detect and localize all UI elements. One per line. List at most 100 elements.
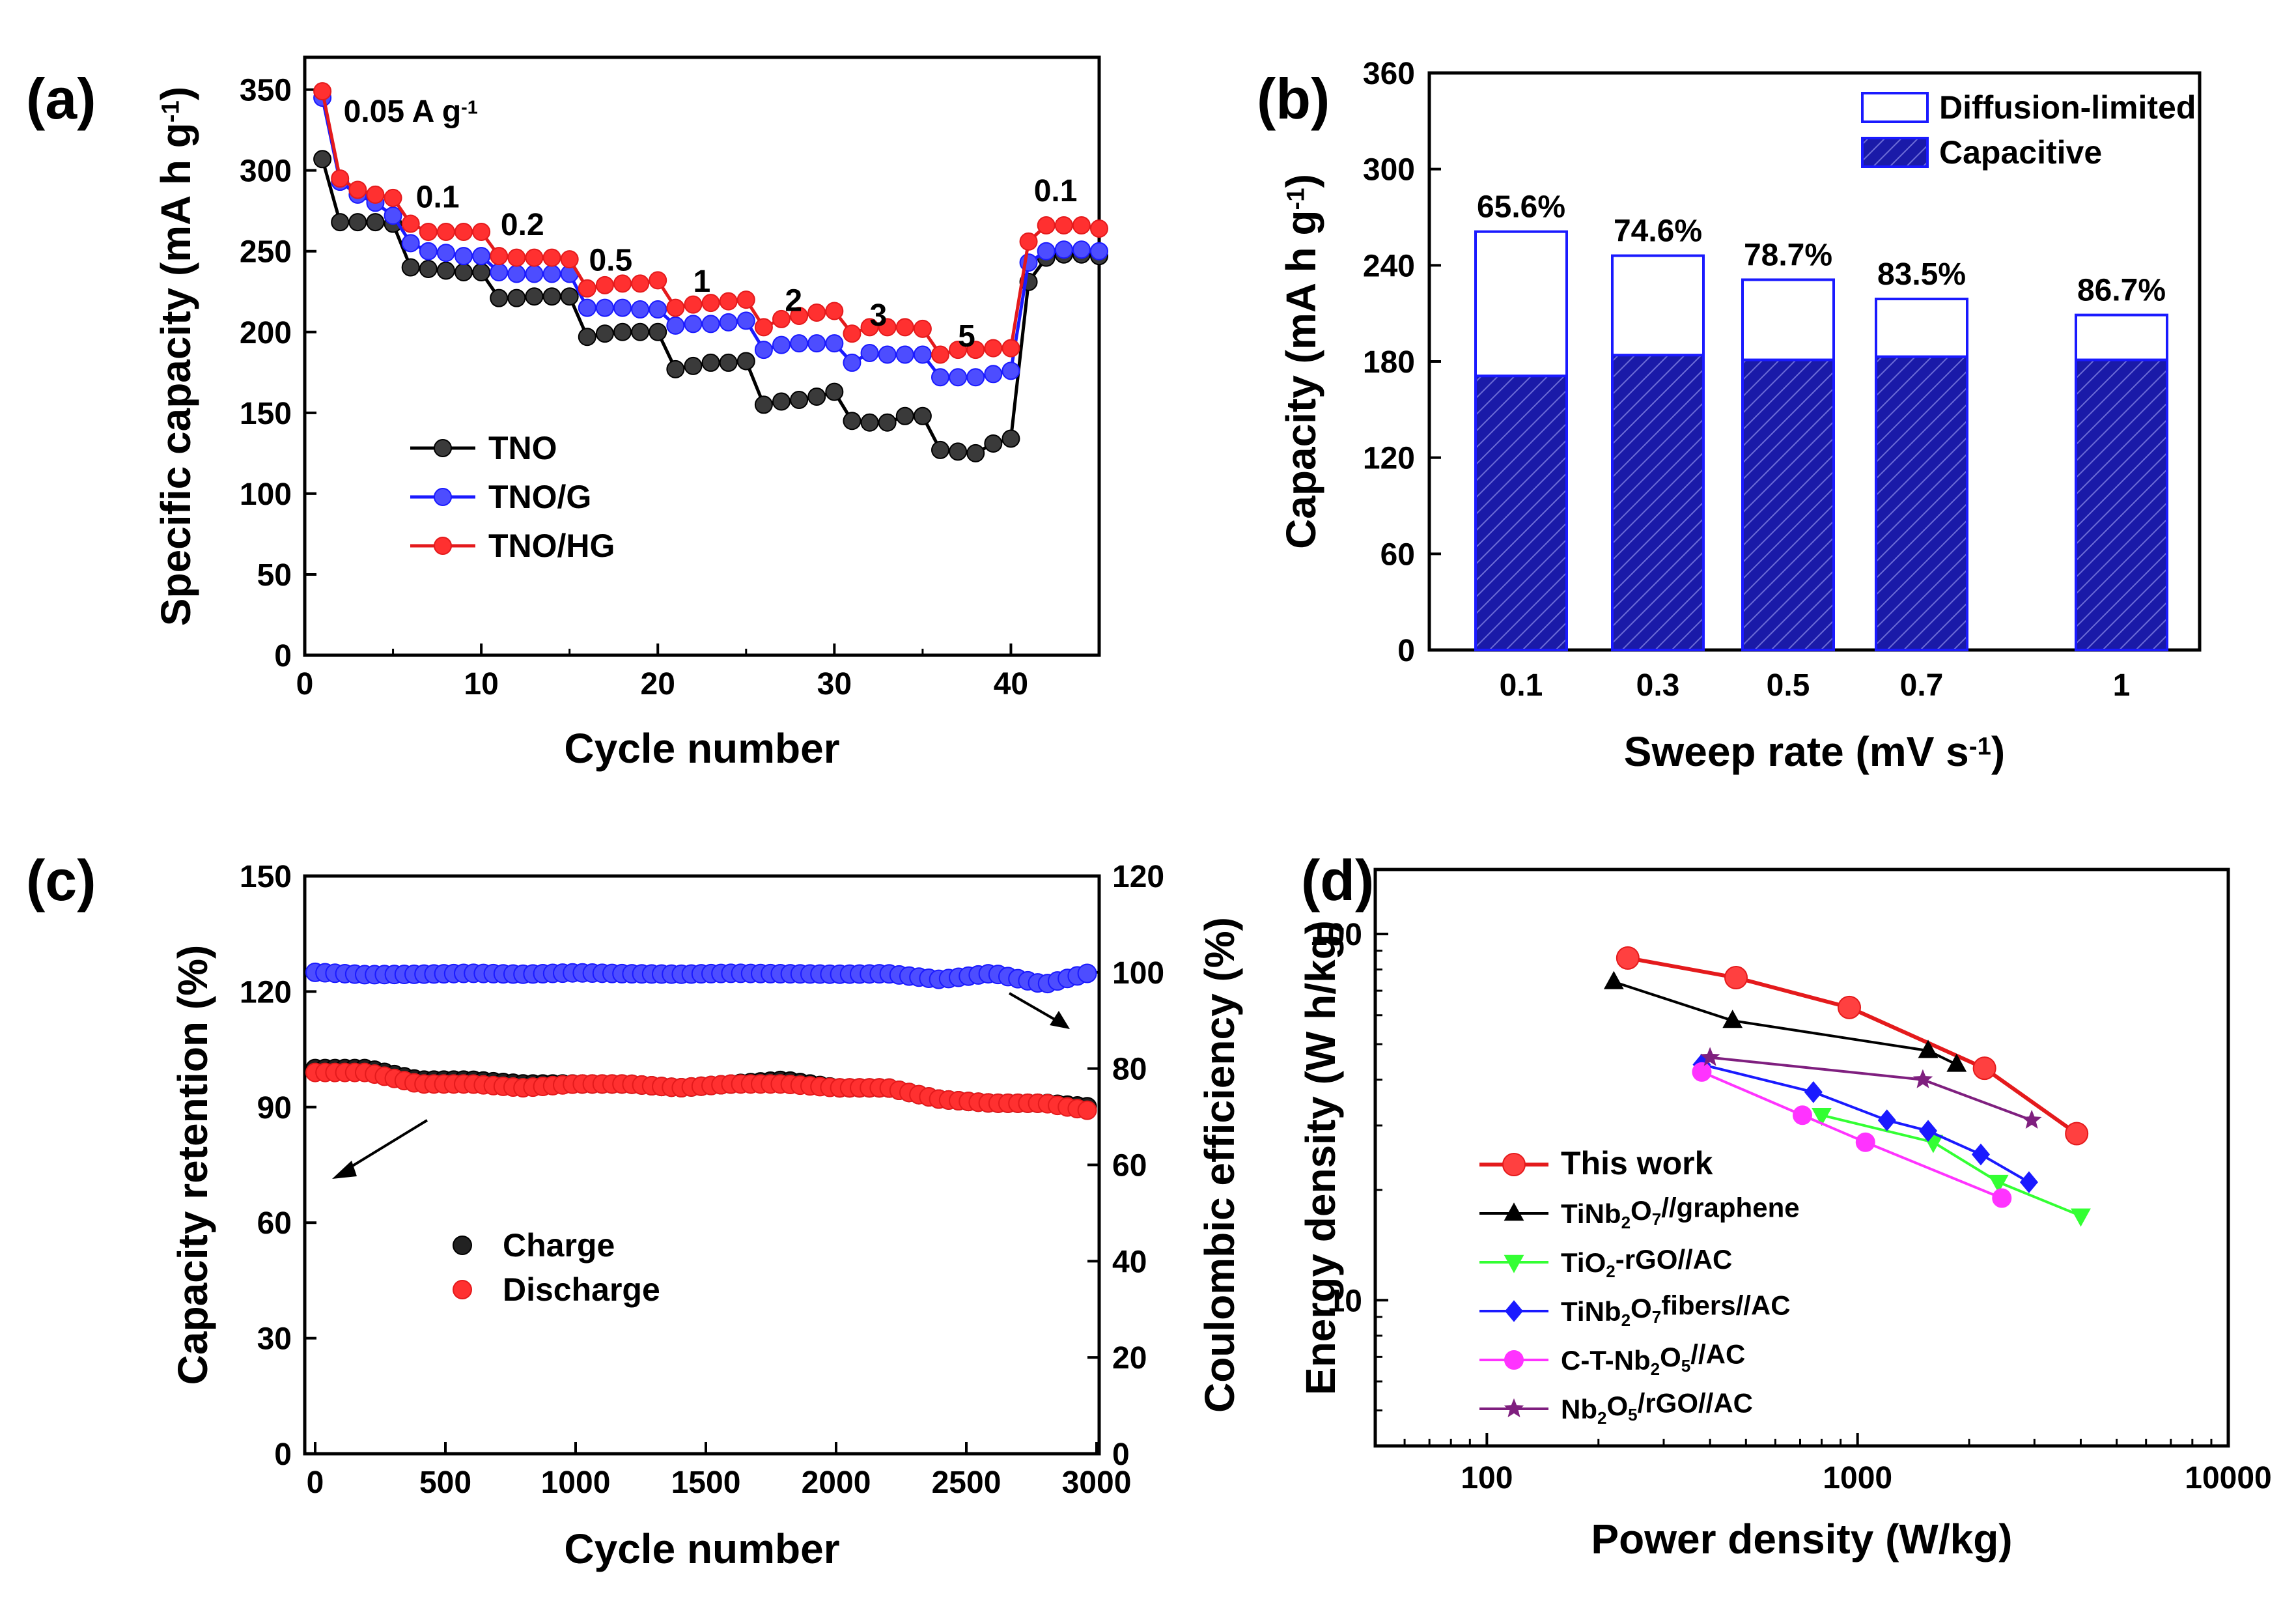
y-tick-label: 0 bbox=[274, 639, 292, 673]
legend-label: Diffusion-limited bbox=[1939, 89, 2196, 126]
panel-label: (d) bbox=[1301, 848, 1374, 912]
data-point bbox=[401, 234, 420, 253]
legend-label-part: 2 bbox=[1621, 1310, 1631, 1330]
legend-label-part: Nb bbox=[1561, 1394, 1597, 1424]
legend-label-part: 2 bbox=[1651, 1359, 1660, 1379]
data-point bbox=[348, 180, 367, 199]
x-tick-label: 1000 bbox=[1823, 1461, 1892, 1495]
legend-marker bbox=[434, 439, 452, 457]
y2-tick-label: 80 bbox=[1112, 1053, 1147, 1087]
y-tick-label: 100 bbox=[1310, 918, 1362, 952]
data-point bbox=[313, 82, 332, 101]
rate-annotation: 0.2 bbox=[501, 208, 544, 242]
series-tno-g bbox=[313, 89, 1108, 387]
legend-label-part: //AC bbox=[1690, 1338, 1745, 1369]
x-tick-label: 30 bbox=[817, 667, 852, 701]
data-point bbox=[649, 300, 667, 319]
data-point bbox=[2071, 1208, 2091, 1227]
data-point bbox=[2021, 1109, 2042, 1129]
data-point bbox=[507, 264, 526, 283]
rate-annotation: 1 bbox=[693, 264, 710, 299]
y-tick-label: 200 bbox=[240, 316, 292, 350]
legend-label: TNO bbox=[488, 430, 557, 466]
y-tick-label: 10 bbox=[1328, 1284, 1362, 1318]
legend-label-part: TiNb bbox=[1561, 1296, 1621, 1327]
legend-marker bbox=[453, 1236, 472, 1255]
data-point bbox=[2065, 1122, 2089, 1146]
legend-swatch-diffusion bbox=[1861, 92, 1929, 123]
data-point bbox=[1090, 219, 1108, 238]
data-point bbox=[1988, 1174, 2009, 1193]
data-point bbox=[895, 318, 914, 337]
series-tio2-rgo-ac bbox=[1812, 1108, 2091, 1227]
legend-label-part: TiO bbox=[1561, 1247, 1606, 1278]
data-point bbox=[1855, 1132, 1875, 1152]
data-point bbox=[331, 213, 350, 232]
y-tick-label: 100 bbox=[240, 477, 292, 512]
legend-label: TNO/G bbox=[488, 479, 591, 515]
bar-percent-label: 83.5% bbox=[1877, 257, 1966, 292]
rate-annotation: 0.05 A g-1 bbox=[344, 94, 478, 129]
data-point bbox=[1001, 361, 1020, 380]
rate-annotation: 0.5 bbox=[589, 244, 632, 278]
data-point bbox=[419, 260, 438, 279]
legend-label-part: TiNb bbox=[1561, 1198, 1621, 1229]
legend-label-part: fibers//AC bbox=[1661, 1290, 1790, 1320]
series-nb2o5-rgo-ac bbox=[1700, 1047, 2042, 1129]
y-tick-label: 300 bbox=[240, 154, 292, 189]
legend-marker bbox=[1504, 1350, 1524, 1370]
data-point bbox=[631, 322, 650, 341]
legend-swatch-capacitive bbox=[1861, 137, 1929, 168]
legend-marker bbox=[1504, 1398, 1524, 1417]
y2-tick-label: 100 bbox=[1112, 956, 1164, 991]
data-point bbox=[843, 412, 861, 431]
legend-label-part: 5 bbox=[1628, 1405, 1637, 1424]
arrow-right-head bbox=[1050, 1011, 1070, 1029]
bar-capacitive bbox=[1611, 354, 1705, 652]
rate-annotation: 2 bbox=[785, 284, 802, 318]
bar-percent-label: 74.6% bbox=[1614, 214, 1702, 249]
data-point bbox=[1812, 1108, 1832, 1127]
data-point bbox=[472, 247, 491, 266]
series-discharge bbox=[305, 1062, 1097, 1120]
x-tick-label: 1 bbox=[2113, 668, 2131, 703]
data-point bbox=[913, 319, 932, 338]
data-point bbox=[1054, 240, 1073, 259]
data-point bbox=[1804, 1081, 1823, 1103]
x-axis-title: Cycle number bbox=[564, 725, 839, 772]
data-point bbox=[1793, 1105, 1813, 1125]
x-tick-label: 0.1 bbox=[1500, 668, 1543, 703]
data-point bbox=[701, 315, 720, 333]
data-point bbox=[1971, 1143, 1990, 1166]
bar-diffusion bbox=[1741, 278, 1835, 361]
series-line bbox=[1613, 980, 1957, 1066]
data-point bbox=[931, 345, 949, 364]
x-tick-label: 0.5 bbox=[1767, 668, 1810, 703]
legend-label: This work bbox=[1561, 1145, 1713, 1181]
data-point bbox=[1037, 216, 1056, 235]
data-point bbox=[719, 292, 738, 311]
data-point bbox=[1072, 240, 1091, 259]
data-point bbox=[754, 395, 773, 414]
y-axis-title-close: ) bbox=[152, 87, 199, 100]
y-tick-label: 0 bbox=[1397, 634, 1415, 668]
plot-frame bbox=[1373, 868, 2230, 1448]
rate-annotation-main: 0.05 A g bbox=[344, 94, 462, 129]
x-tick-label: 3000 bbox=[1062, 1465, 1132, 1500]
data-point bbox=[366, 185, 385, 204]
data-point bbox=[455, 247, 473, 266]
data-point bbox=[772, 392, 791, 411]
legend-label-part: 2 bbox=[1597, 1408, 1606, 1428]
data-point bbox=[1077, 1100, 1097, 1120]
x-tick-label: 1500 bbox=[671, 1465, 741, 1500]
data-point bbox=[649, 271, 667, 290]
series-coulombic-efficiency bbox=[305, 962, 1097, 994]
data-point bbox=[1946, 1053, 1967, 1072]
data-point bbox=[490, 247, 509, 266]
data-point bbox=[825, 334, 844, 353]
bar-diffusion bbox=[1474, 230, 1568, 378]
x-tick-label: 0 bbox=[296, 667, 314, 701]
legend-label-part: /rGO//AC bbox=[1638, 1387, 1753, 1418]
legend-marker bbox=[1504, 1254, 1524, 1273]
data-point bbox=[578, 298, 596, 317]
